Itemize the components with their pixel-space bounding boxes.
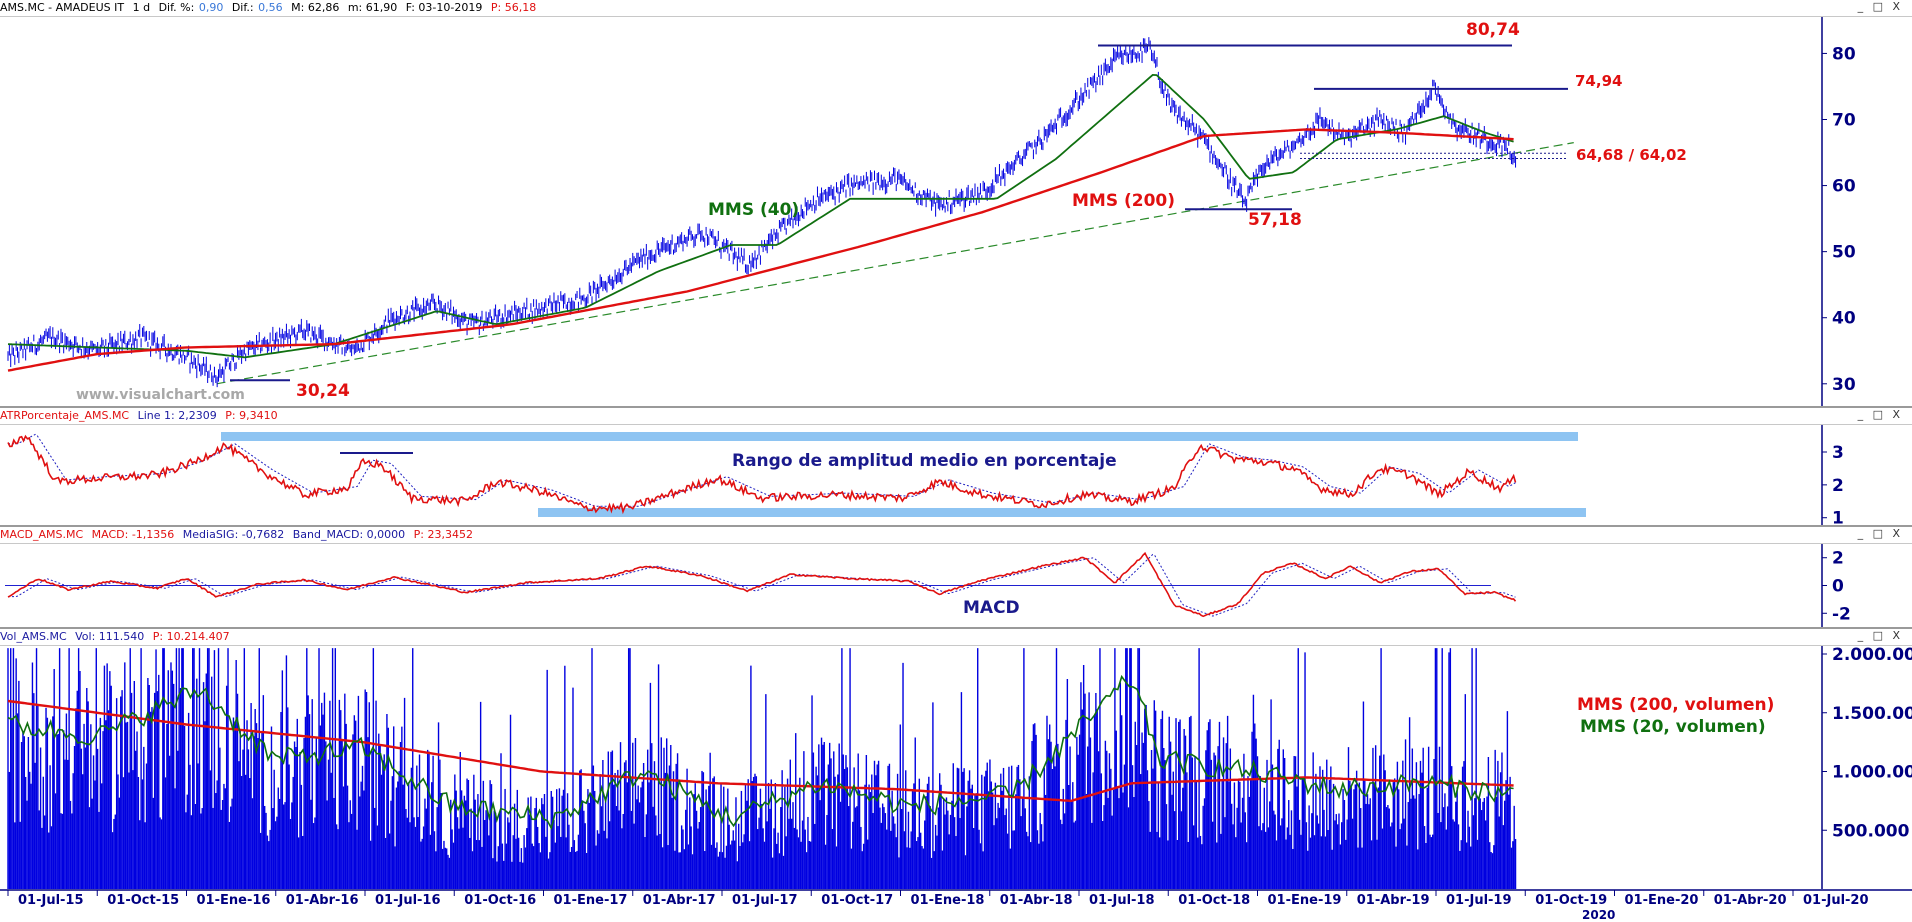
macd-panel-header: MACD_AMS.MC MACD: -1,1356 MediaSIG: -0,7…	[0, 527, 1912, 544]
price-y-tick-label: 30	[1832, 375, 1856, 395]
x-tick-label: 01-Ene-18	[911, 893, 985, 908]
price-chart: 30 40 50 60 70 80 80,74 74,94 64,68 / 64,02 57,18…	[7, 17, 1856, 407]
macd-value: MACD: -1,1356	[91, 528, 175, 541]
macd-chart: 2 0 -2 MACD	[5, 544, 1851, 627]
price-panel-header: AMS.MC - AMADEUS IT 1 d Dif. %: 0,90 Dif…	[0, 0, 1912, 17]
atr-y-tick-label: 3	[1832, 443, 1844, 463]
x-tick-label: 01-Abr-16	[286, 893, 359, 908]
x-tick-label: 01-Ene-19	[1268, 893, 1342, 908]
p-value: P: 56,18	[490, 1, 537, 14]
x-tick-label: 01-Abr-19	[1357, 893, 1430, 908]
atr-y-tick-label: 2	[1832, 476, 1844, 496]
x-tick-label: 01-Oct-15	[107, 893, 179, 908]
atr-band-low	[538, 508, 1586, 517]
vol-y-tick-label: 1.500.000	[1832, 704, 1912, 724]
price-y-tick-label: 60	[1832, 177, 1856, 197]
macd-signal-line	[8, 553, 1516, 617]
low-2016-label: 30,24	[296, 381, 350, 401]
atr-title: Rango de amplitud medio en porcentaje	[732, 451, 1117, 471]
vol-p-value: P: 10.214.407	[152, 630, 230, 643]
volume-panel: Vol_AMS.MC Vol: 111.540 P: 10.214.407 _ …	[0, 629, 1912, 922]
atr-panel-header: ATRPorcentaje_AMS.MC Line 1: 2,2309 P: 9…	[0, 408, 1912, 425]
price-y-tick-label: 70	[1832, 111, 1856, 131]
macd-name: MACD_AMS.MC	[0, 528, 84, 541]
symbol-label: AMS.MC - AMADEUS IT	[0, 1, 125, 14]
price-y-tick-label: 80	[1832, 44, 1856, 64]
x-tick-label: 01-Jul-18	[1089, 893, 1155, 908]
timeframe-label: 1 d	[132, 1, 151, 14]
max-value: M: 62,86	[291, 1, 340, 14]
atr-band-high	[221, 432, 1578, 441]
vol-mms20-line	[7, 674, 1514, 831]
volume-bars	[7, 648, 1517, 889]
x-tick-label: 01-Jul-15	[18, 893, 84, 908]
atr-line	[7, 434, 1517, 515]
trend-line	[216, 142, 1574, 385]
macd-y-tick-label: -2	[1832, 604, 1851, 624]
macd-y-tick-label: 2	[1832, 549, 1844, 569]
x-tick-label: 01-Abr-17	[643, 893, 716, 908]
min-value: m: 61,90	[347, 1, 398, 14]
macd-line	[7, 551, 1517, 618]
price-y-tick-label: 40	[1832, 309, 1856, 329]
volume-panel-header: Vol_AMS.MC Vol: 111.540 P: 10.214.407 _ …	[0, 629, 1912, 646]
dif-label: Dif.:	[231, 1, 254, 14]
second-high-label: 74,94	[1575, 72, 1622, 90]
x-tick-label: 01-Jul-16	[375, 893, 441, 908]
macd-p-value: P: 23,3452	[413, 528, 473, 541]
x-tick-label: 01-Jul-17	[732, 893, 798, 908]
dif-value: 0,56	[258, 1, 283, 14]
atr-window-controls[interactable]: _ □ X	[1857, 408, 1903, 421]
vol-name: Vol_AMS.MC	[0, 630, 67, 643]
atr-y-tick-label: 1	[1832, 509, 1844, 525]
vol-y-tick-label: 1.000.000	[1832, 763, 1912, 783]
high-label: 80,74	[1466, 20, 1520, 40]
price-y-tick-label: 50	[1832, 243, 1856, 263]
mms40-line	[7, 73, 1514, 359]
macd-y-tick-label: 0	[1832, 577, 1844, 597]
x-tick-label: 01-Ene-16	[197, 893, 271, 908]
x-tick-label: 01-Ene-20	[1625, 893, 1699, 908]
atr-signal-line	[8, 433, 1516, 507]
window-controls[interactable]: _ □ X	[1857, 0, 1903, 13]
atr-line-value: Line 1: 2,2309	[137, 409, 217, 422]
volume-chart: 2.000.000 1.500.000 1.000.000 500.000 MMS (2…	[0, 646, 1912, 922]
x-tick-label: 01-Jul-19	[1446, 893, 1512, 908]
vol-mms200-line	[7, 699, 1514, 803]
macd-window-controls[interactable]: _ □ X	[1857, 527, 1903, 540]
x-year-label: 2020	[1582, 908, 1615, 922]
vol-y-tick-label: 2.000.000	[1832, 646, 1912, 665]
date-value: F: 03-10-2019	[405, 1, 483, 14]
x-tick-label: 01-Oct-18	[1178, 893, 1250, 908]
x-tick-label: 01-Abr-18	[1000, 893, 1073, 908]
vol-mms20-label: MMS (20, volumen)	[1580, 717, 1766, 737]
vol-y-tick-label: 500.000	[1832, 821, 1910, 841]
atr-panel: ATRPorcentaje_AMS.MC Line 1: 2,2309 P: 9…	[0, 408, 1912, 525]
dif-pct-label: Dif. %:	[158, 1, 195, 14]
mms200-line	[7, 128, 1514, 372]
watermark: www.visualchart.com	[76, 387, 245, 403]
price-panel: AMS.MC - AMADEUS IT 1 d Dif. %: 0,90 Dif…	[0, 0, 1912, 407]
macd-signal-value: MediaSIG: -0,7682	[182, 528, 285, 541]
atr-p-value: P: 9,3410	[225, 409, 278, 422]
x-tick-label: 01-Ene-17	[554, 893, 628, 908]
vol-window-controls[interactable]: _ □ X	[1857, 629, 1903, 642]
mms40-label: MMS (40)	[708, 200, 799, 220]
macd-title: MACD	[963, 598, 1020, 618]
support-label: 64,68 / 64,02	[1576, 146, 1687, 164]
x-tick-label: 01-Oct-19	[1535, 893, 1607, 908]
low-2018-label: 57,18	[1248, 210, 1302, 230]
atr-chart: 1 2 3 Rango de amplitud medio en porcentaje	[7, 425, 1844, 525]
vol-value: Vol: 111.540	[75, 630, 145, 643]
x-tick-label: 01-Abr-20	[1714, 893, 1787, 908]
x-tick-label: 01-Oct-16	[464, 893, 536, 908]
macd-panel: MACD_AMS.MC MACD: -1,1356 MediaSIG: -0,7…	[0, 527, 1912, 627]
atr-name: ATRPorcentaje_AMS.MC	[0, 409, 130, 422]
mms200-label: MMS (200)	[1072, 191, 1175, 211]
dif-pct-value: 0,90	[198, 1, 224, 14]
vol-mms200-label: MMS (200, volumen)	[1577, 695, 1774, 715]
x-tick-label: 01-Jul-20	[1803, 893, 1869, 908]
x-tick-label: 01-Oct-17	[821, 893, 893, 908]
macd-band-value: Band_MACD: 0,0000	[292, 528, 406, 541]
